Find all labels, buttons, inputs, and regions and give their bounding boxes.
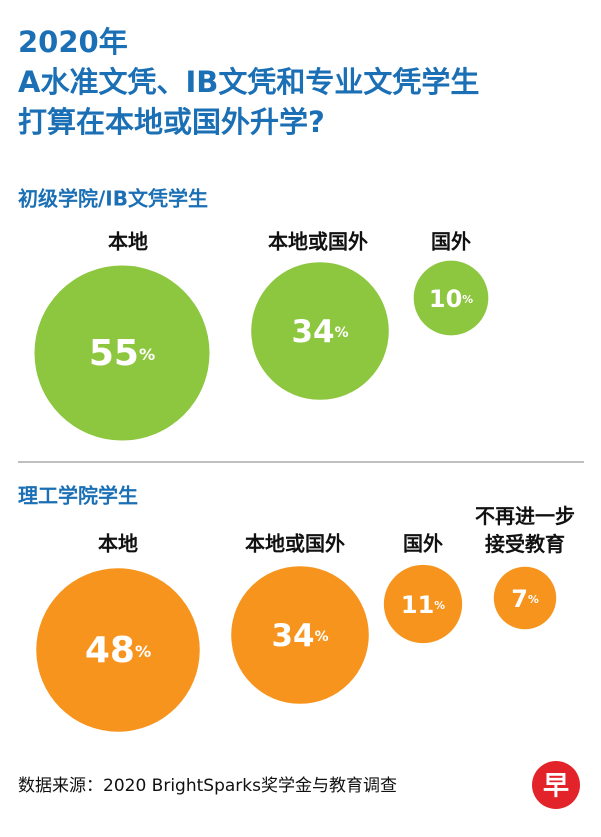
category-label: 不再进一步接受教育 bbox=[475, 504, 575, 556]
category-label: 国外 bbox=[431, 230, 471, 254]
value-label: 55% bbox=[89, 333, 155, 374]
bubble bbox=[493, 566, 557, 630]
bubble bbox=[251, 262, 389, 400]
logo: 早 bbox=[543, 772, 569, 802]
category-label: 本地 bbox=[98, 532, 138, 556]
value-label: 34% bbox=[271, 618, 328, 654]
bubble bbox=[36, 568, 200, 732]
logo-badge bbox=[532, 761, 580, 809]
bubble bbox=[231, 566, 369, 704]
bubble bbox=[413, 260, 489, 336]
source-note: 数据来源：2020 BrightSparks奖学金与教育调查 bbox=[18, 776, 397, 796]
value-label: 7% bbox=[511, 585, 539, 613]
category-label: 本地 bbox=[108, 230, 148, 254]
category-label: 本地或国外 bbox=[245, 532, 345, 556]
value-label: 11% bbox=[401, 591, 445, 619]
page-title: 2020年 A水准文凭、IB文凭和专业文凭学生打算在本地或国外升学? bbox=[18, 25, 479, 139]
bubble bbox=[383, 564, 463, 644]
value-label: 48% bbox=[85, 630, 151, 671]
value-label: 10% bbox=[429, 285, 473, 313]
bubble bbox=[34, 265, 210, 441]
section-title: 理工学院学生 bbox=[18, 484, 138, 508]
value-label: 34% bbox=[291, 314, 348, 350]
section-title: 初级学院/IB文凭学生 bbox=[18, 187, 208, 211]
category-label: 本地或国外 bbox=[268, 230, 368, 254]
category-label: 国外 bbox=[403, 532, 443, 556]
